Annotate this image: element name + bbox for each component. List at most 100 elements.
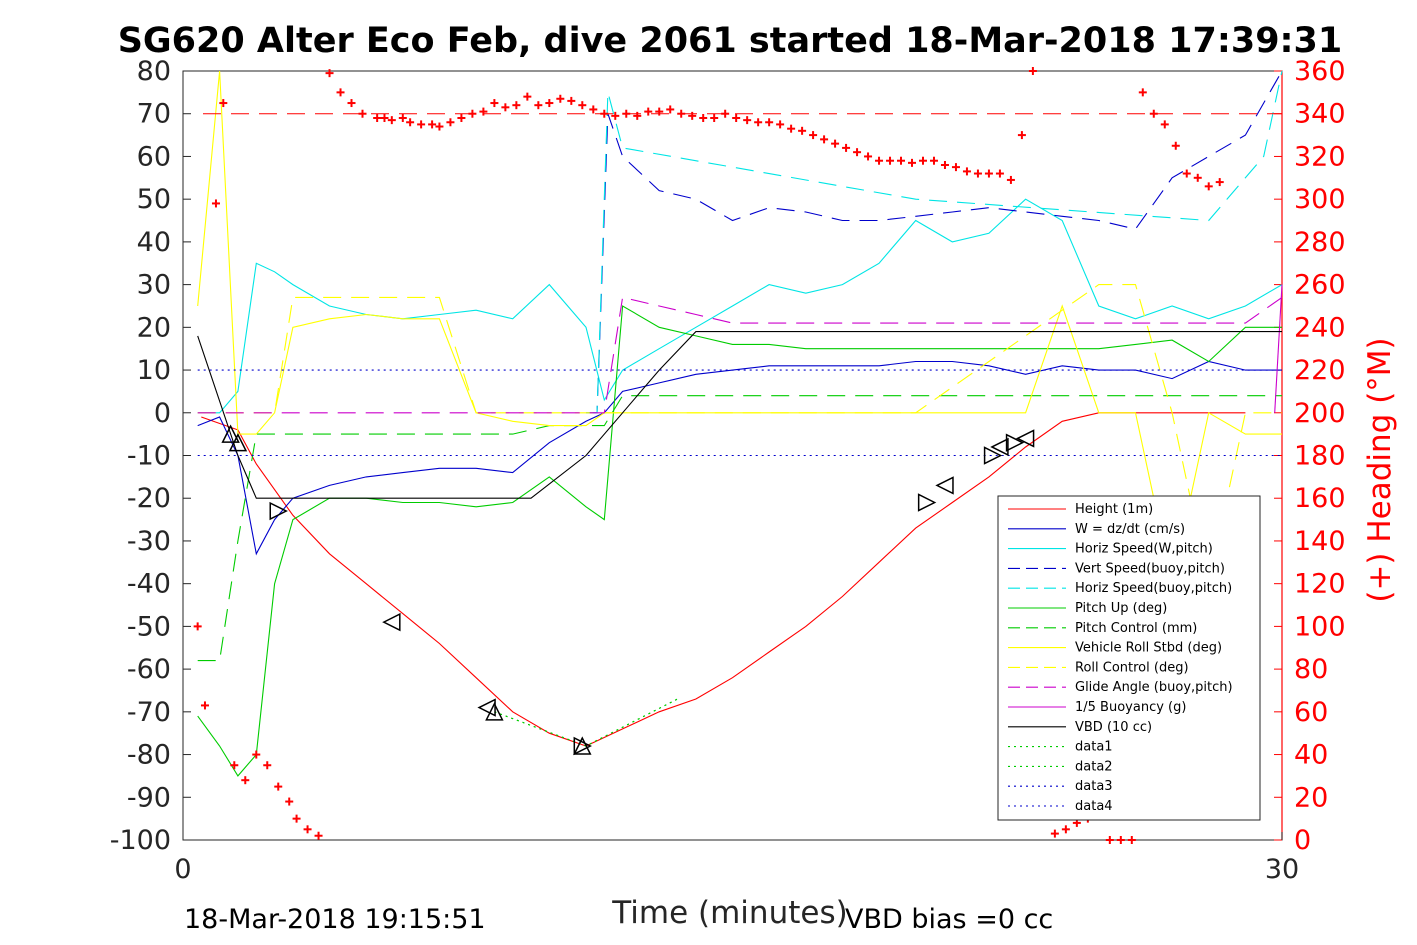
heading-point bbox=[292, 814, 301, 823]
legend-entry: data3 bbox=[1075, 779, 1113, 794]
heading-point bbox=[995, 169, 1004, 178]
heading-point bbox=[479, 107, 488, 116]
triangle-marker bbox=[917, 493, 937, 512]
heading-point bbox=[285, 797, 294, 806]
heading-point bbox=[1105, 836, 1114, 844]
y-tick-label: 60 bbox=[137, 141, 171, 172]
heading-point bbox=[908, 158, 917, 167]
heading-point bbox=[1215, 178, 1224, 187]
heading-point bbox=[578, 101, 587, 110]
heading-point bbox=[611, 111, 620, 120]
heading-point bbox=[754, 118, 763, 127]
y-tick-label: -10 bbox=[127, 441, 171, 472]
heading-point bbox=[446, 118, 455, 127]
heading-point bbox=[534, 101, 543, 110]
heading-point bbox=[274, 782, 283, 791]
heading-point bbox=[600, 109, 609, 118]
heading-point bbox=[918, 156, 927, 165]
heading-point bbox=[1050, 829, 1059, 838]
series-line-5 bbox=[197, 305, 1282, 777]
heading-point bbox=[787, 124, 796, 133]
legend-entry: Glide Angle (buoy,pitch) bbox=[1075, 680, 1233, 695]
heading-point bbox=[241, 776, 250, 785]
heading-point bbox=[1127, 836, 1136, 844]
heading-point bbox=[853, 148, 862, 157]
legend-entry: 1/5 Buoyancy (g) bbox=[1075, 700, 1186, 715]
series-line-0 bbox=[201, 412, 1246, 747]
heading-point bbox=[1138, 88, 1147, 97]
right-y-tick-label: 280 bbox=[1294, 227, 1346, 258]
triangle-marker bbox=[485, 702, 504, 721]
heading-point bbox=[490, 99, 499, 108]
right-y-tick-label: 300 bbox=[1294, 184, 1346, 215]
footer-date: 18-Mar-2018 19:15:51 bbox=[184, 904, 486, 935]
heading-point bbox=[1204, 182, 1213, 191]
y-tick-label: -30 bbox=[127, 526, 171, 557]
heading-point bbox=[398, 113, 407, 122]
chart-title: SG620 Alter Eco Feb, dive 2061 started 1… bbox=[118, 21, 1343, 61]
x-tick-label: 0 bbox=[174, 854, 191, 885]
heading-point bbox=[984, 169, 993, 178]
heading-point bbox=[666, 105, 675, 114]
legend-entry: VBD (10 cc) bbox=[1075, 720, 1152, 735]
heading-point bbox=[211, 199, 220, 208]
legend-entry: Pitch Control (mm) bbox=[1075, 621, 1197, 636]
heading-point bbox=[721, 109, 730, 118]
heading-point bbox=[435, 122, 444, 131]
legend-entry: Pitch Up (deg) bbox=[1075, 601, 1167, 616]
plot-area: 80706050403020100-10-20-30-40-50-60-70-8… bbox=[110, 56, 1346, 885]
triangle-marker bbox=[221, 424, 240, 443]
series-line-6 bbox=[197, 395, 1282, 662]
heading-point bbox=[523, 92, 532, 101]
series-line-3 bbox=[586, 70, 1283, 414]
legend-box bbox=[997, 495, 1261, 821]
heading-point bbox=[973, 169, 982, 178]
legend-entry: W = dz/dt (cm/s) bbox=[1075, 522, 1185, 537]
heading-point bbox=[864, 152, 873, 161]
series-line-4 bbox=[586, 70, 1283, 414]
x-axis-label: Time (minutes) bbox=[611, 895, 847, 931]
y-tick-label: -70 bbox=[127, 697, 171, 728]
legend-entry: data4 bbox=[1075, 799, 1113, 814]
heading-point bbox=[765, 118, 774, 127]
heading-point bbox=[373, 113, 382, 122]
y-tick-label: -100 bbox=[110, 825, 171, 856]
right-y-tick-label: 320 bbox=[1294, 141, 1346, 172]
heading-point bbox=[951, 163, 960, 172]
footer-vbd-bias: VBD bias =0 cc bbox=[845, 904, 1053, 935]
heading-point bbox=[512, 101, 521, 110]
right-y-tick-label: 260 bbox=[1294, 270, 1346, 301]
x-tick-label: 30 bbox=[1265, 854, 1299, 885]
heading-point bbox=[929, 156, 938, 165]
heading-point bbox=[699, 113, 708, 122]
right-y-tick-label: 240 bbox=[1294, 312, 1346, 343]
right-y-tick-label: 0 bbox=[1294, 825, 1311, 856]
heading-point bbox=[897, 156, 906, 165]
y-tick-label: 70 bbox=[137, 99, 171, 130]
series-line-10 bbox=[1274, 284, 1283, 413]
heading-point bbox=[314, 831, 323, 840]
y-tick-label: -90 bbox=[127, 782, 171, 813]
right-y-tick-label: 20 bbox=[1294, 782, 1328, 813]
series-line-9 bbox=[197, 296, 1283, 414]
right-y-tick-label: 180 bbox=[1294, 441, 1346, 472]
heading-point bbox=[1182, 169, 1191, 178]
right-y-tick-label: 60 bbox=[1294, 697, 1328, 728]
triangle-marker bbox=[935, 476, 954, 495]
heading-point bbox=[556, 94, 565, 103]
heading-point bbox=[193, 622, 202, 631]
y-tick-label: 80 bbox=[137, 56, 171, 87]
heading-point bbox=[831, 139, 840, 148]
heading-point bbox=[677, 109, 686, 118]
heading-point bbox=[1171, 141, 1180, 150]
heading-point bbox=[798, 126, 807, 135]
heading-point bbox=[644, 107, 653, 116]
right-y-tick-label: 100 bbox=[1294, 611, 1346, 642]
heading-point bbox=[303, 825, 312, 834]
triangle-marker bbox=[477, 698, 496, 717]
heading-point bbox=[252, 750, 261, 759]
heading-point bbox=[336, 88, 345, 97]
heading-point bbox=[325, 69, 334, 78]
triangle-marker bbox=[228, 433, 248, 452]
